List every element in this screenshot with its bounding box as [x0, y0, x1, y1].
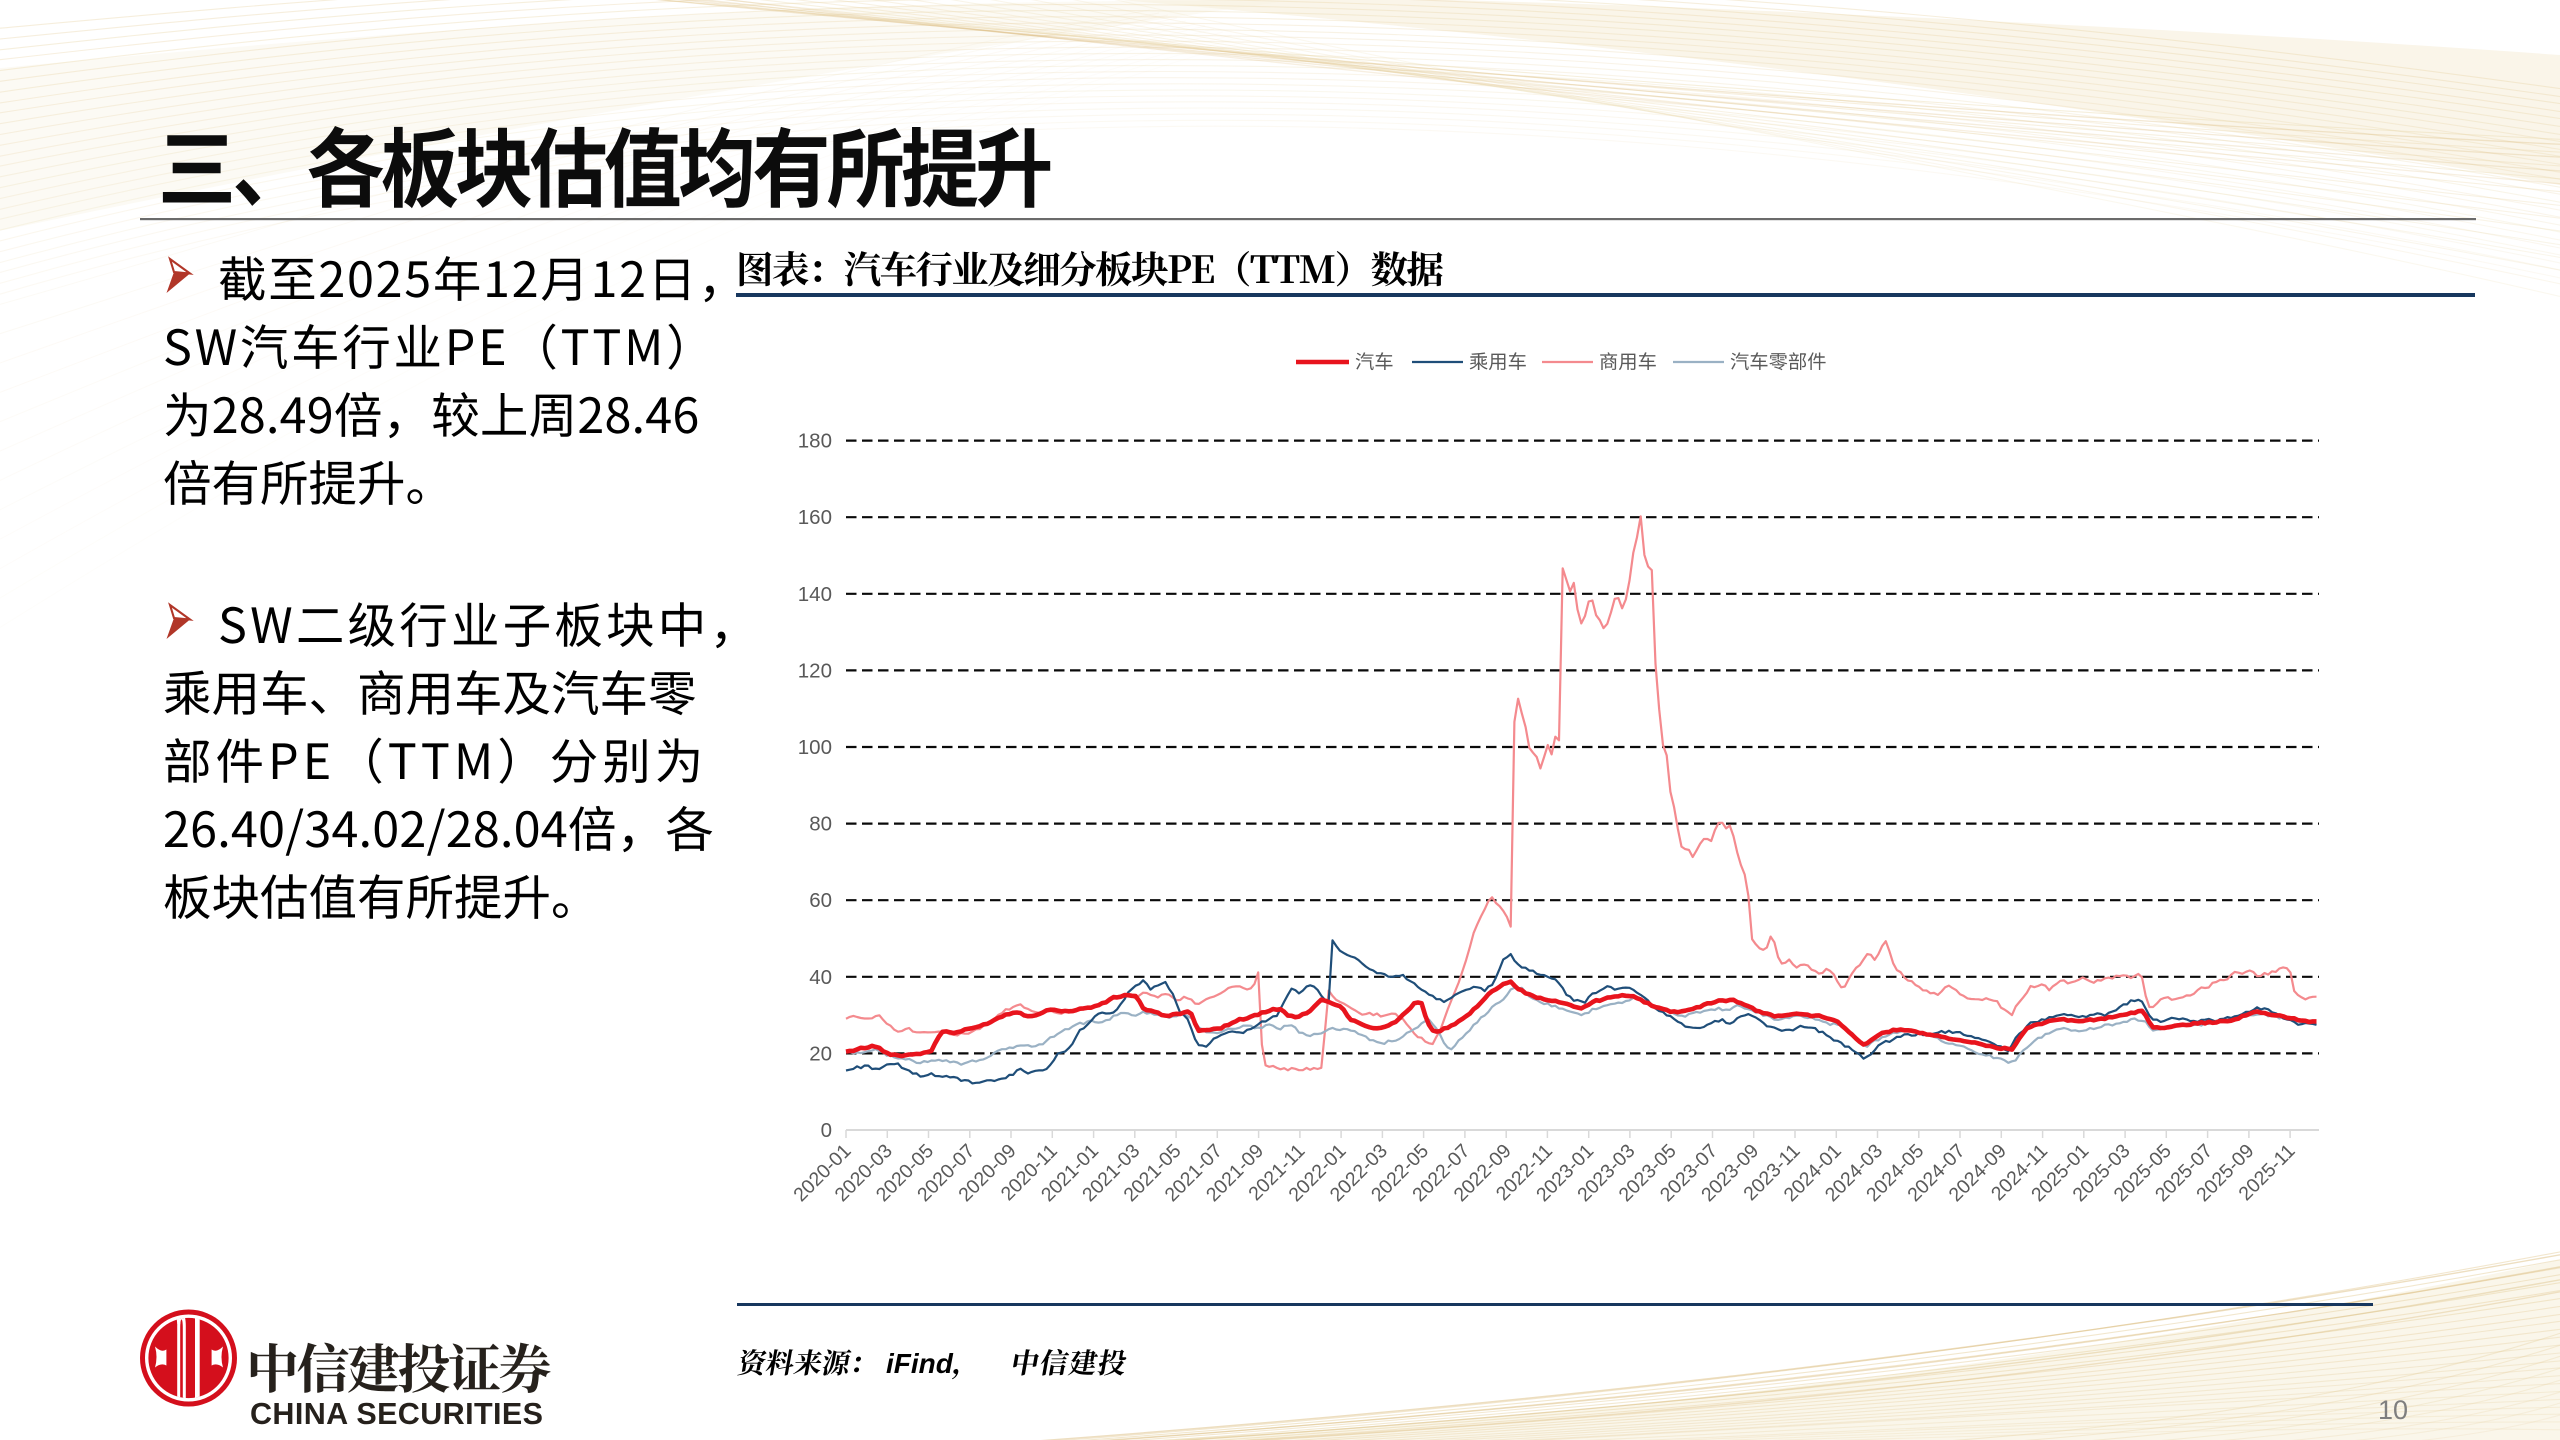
- svg-text:140: 140: [798, 583, 832, 606]
- svg-text:60: 60: [809, 889, 832, 912]
- svg-text:10: 10: [2378, 1395, 2408, 1425]
- svg-text:160: 160: [798, 506, 832, 529]
- svg-text:40: 40: [809, 966, 832, 989]
- svg-text:180: 180: [798, 430, 832, 453]
- svg-text:100: 100: [798, 736, 832, 759]
- svg-text:0: 0: [821, 1119, 832, 1142]
- svg-text:80: 80: [809, 813, 832, 836]
- svg-text:iFind: iFind: [886, 1348, 954, 1379]
- svg-text:CHINA SECURITIES: CHINA SECURITIES: [250, 1397, 543, 1431]
- svg-text:120: 120: [798, 659, 832, 682]
- svg-text:20: 20: [809, 1042, 832, 1065]
